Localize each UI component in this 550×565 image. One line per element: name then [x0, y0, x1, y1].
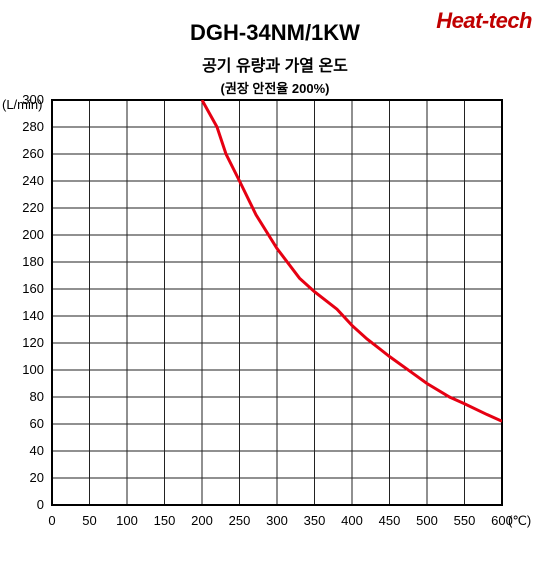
x-tick-label: 300: [266, 513, 288, 528]
x-tick-label: 250: [229, 513, 251, 528]
y-tick-label: 240: [22, 173, 44, 188]
chart-svg: 0 20 40 60 80 100 120 140 160 180 200 220 240 260 280 3…: [0, 95, 550, 550]
y-tick-label: 280: [22, 119, 44, 134]
y-tick-label: 140: [22, 308, 44, 323]
y-tick-label: 40: [30, 443, 44, 458]
y-tick-label: 100: [22, 362, 44, 377]
x-tick-label: 400: [341, 513, 363, 528]
y-tick-label: 260: [22, 146, 44, 161]
x-axis-label: (℃): [508, 513, 531, 528]
y-tick-label: 160: [22, 281, 44, 296]
y-tick-label: 200: [22, 227, 44, 242]
x-tick-label: 200: [191, 513, 213, 528]
y-tick-label: 80: [30, 389, 44, 404]
chart-subtitle: 공기 유량과 가열 온도: [0, 52, 550, 76]
x-tick-label: 450: [379, 513, 401, 528]
y-tick-label: 120: [22, 335, 44, 350]
x-tick-label: 50: [82, 513, 96, 528]
x-tick-label: 500: [416, 513, 438, 528]
x-tick-label: 350: [304, 513, 326, 528]
x-tick-label: 150: [154, 513, 176, 528]
brand-logo: Heat-tech: [436, 8, 532, 34]
x-tick-label: 100: [116, 513, 138, 528]
chart-container: Heat-tech DGH-34NM/1KW 공기 유량과 가열 온도 (권장 …: [0, 0, 550, 565]
y-tick-label: 220: [22, 200, 44, 215]
y-axis-label: (L/min): [2, 97, 42, 112]
chart-area: 0 20 40 60 80 100 120 140 160 180 200 220 240 260 280 3…: [0, 95, 550, 565]
x-tick-label: 550: [454, 513, 476, 528]
chart-grid: [52, 100, 502, 505]
y-tick-label: 0: [37, 497, 44, 512]
y-tick-label: 60: [30, 416, 44, 431]
y-tick-label: 180: [22, 254, 44, 269]
y-tick-label: 20: [30, 470, 44, 485]
x-tick-label: 0: [48, 513, 55, 528]
